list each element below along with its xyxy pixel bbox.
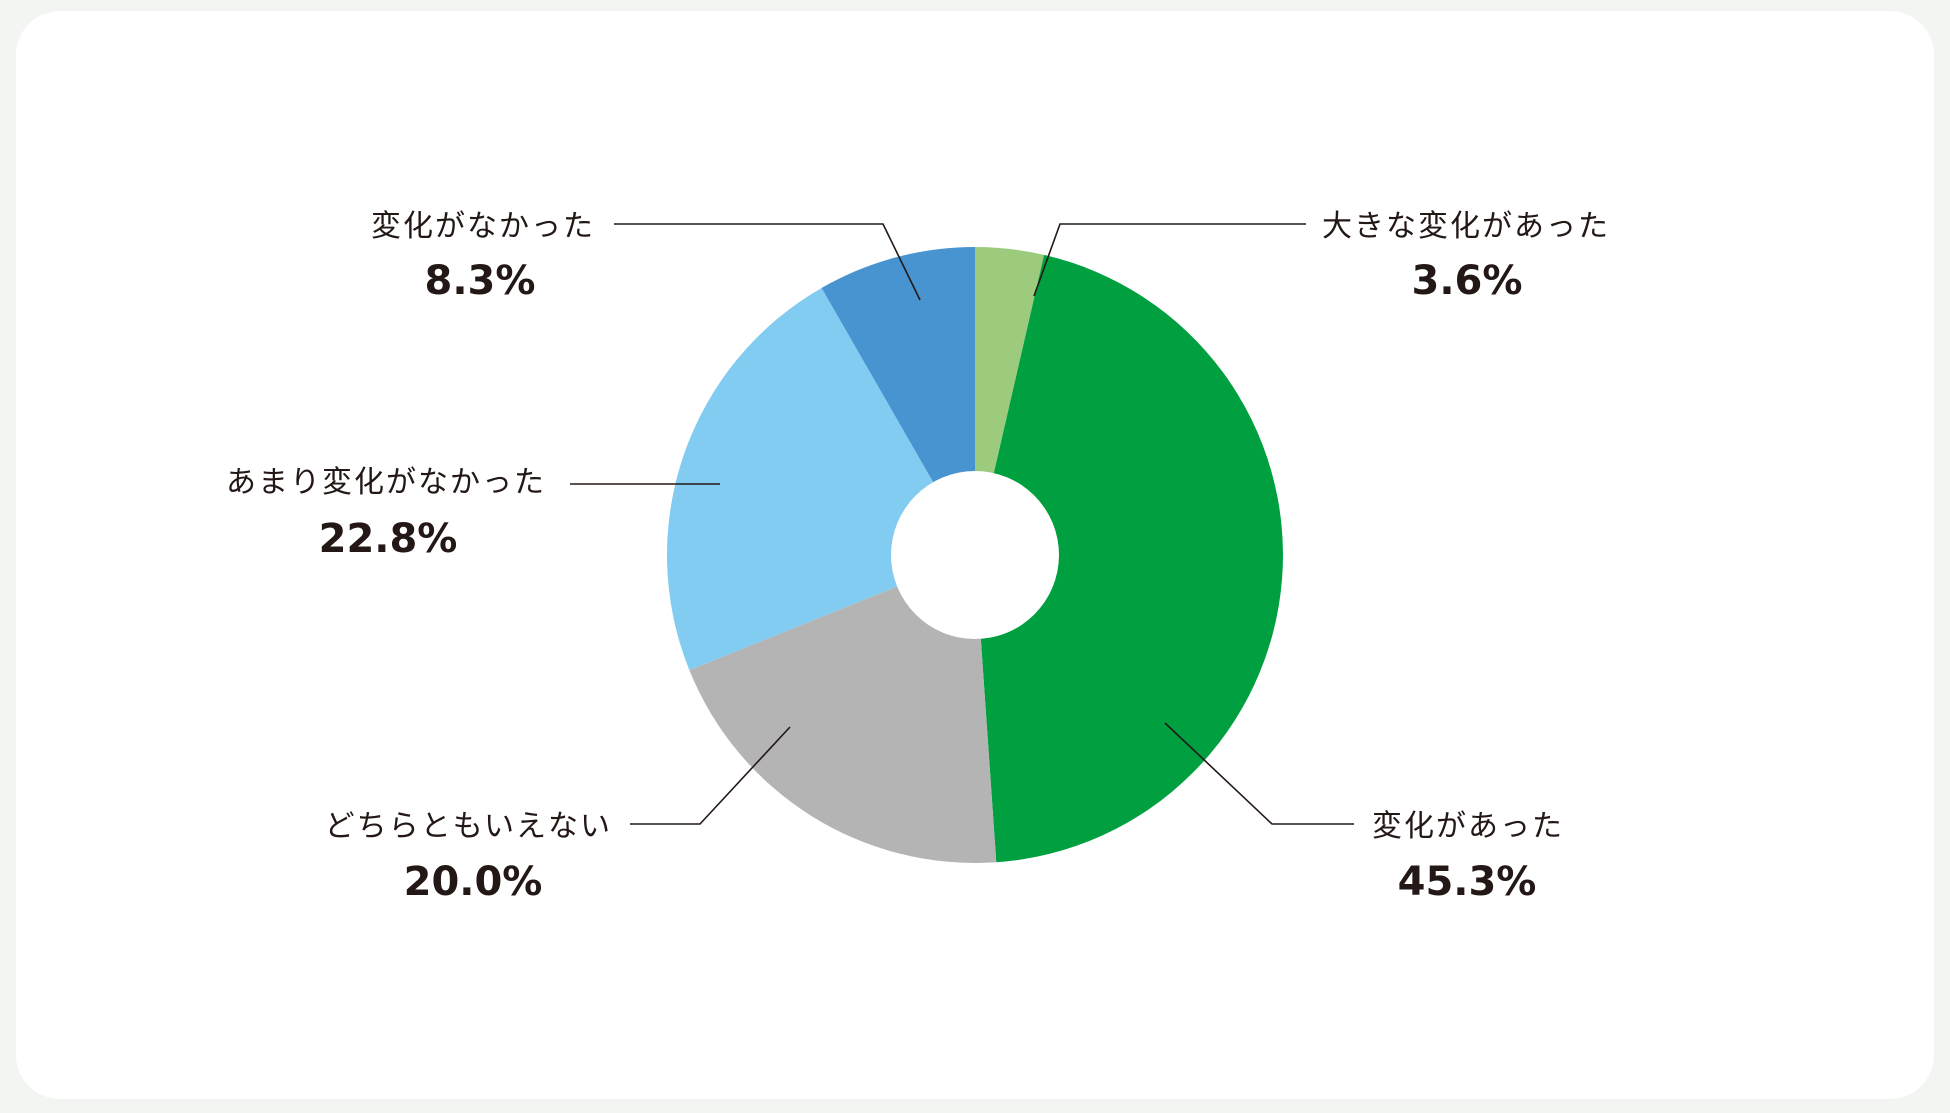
slice-label-1: 変化があった — [1372, 809, 1564, 844]
slice-value-3: 22.8% — [319, 516, 458, 562]
slice-4 — [821, 247, 975, 555]
slice-label-3: あまり変化がなかった — [226, 465, 546, 500]
slice-value-4: 8.3% — [425, 258, 536, 304]
slice-1 — [975, 254, 1283, 863]
slice-value-1: 45.3% — [1398, 859, 1537, 905]
leader-line-4 — [614, 223, 921, 301]
donut-hole — [891, 471, 1059, 639]
leader-line-1 — [1164, 722, 1354, 825]
slices-group — [667, 247, 1283, 863]
leader-line-2 — [630, 726, 791, 825]
slice-value-0: 3.6% — [1412, 258, 1523, 304]
slice-value-2: 20.0% — [404, 859, 543, 905]
slice-label-0: 大きな変化があった — [1322, 209, 1610, 244]
leader-lines — [570, 223, 1354, 825]
slice-label-4: 変化がなかった — [371, 209, 595, 244]
slice-label-2: どちらともいえない — [325, 809, 612, 844]
slice-2 — [689, 555, 997, 863]
leader-line-0 — [1033, 223, 1306, 297]
